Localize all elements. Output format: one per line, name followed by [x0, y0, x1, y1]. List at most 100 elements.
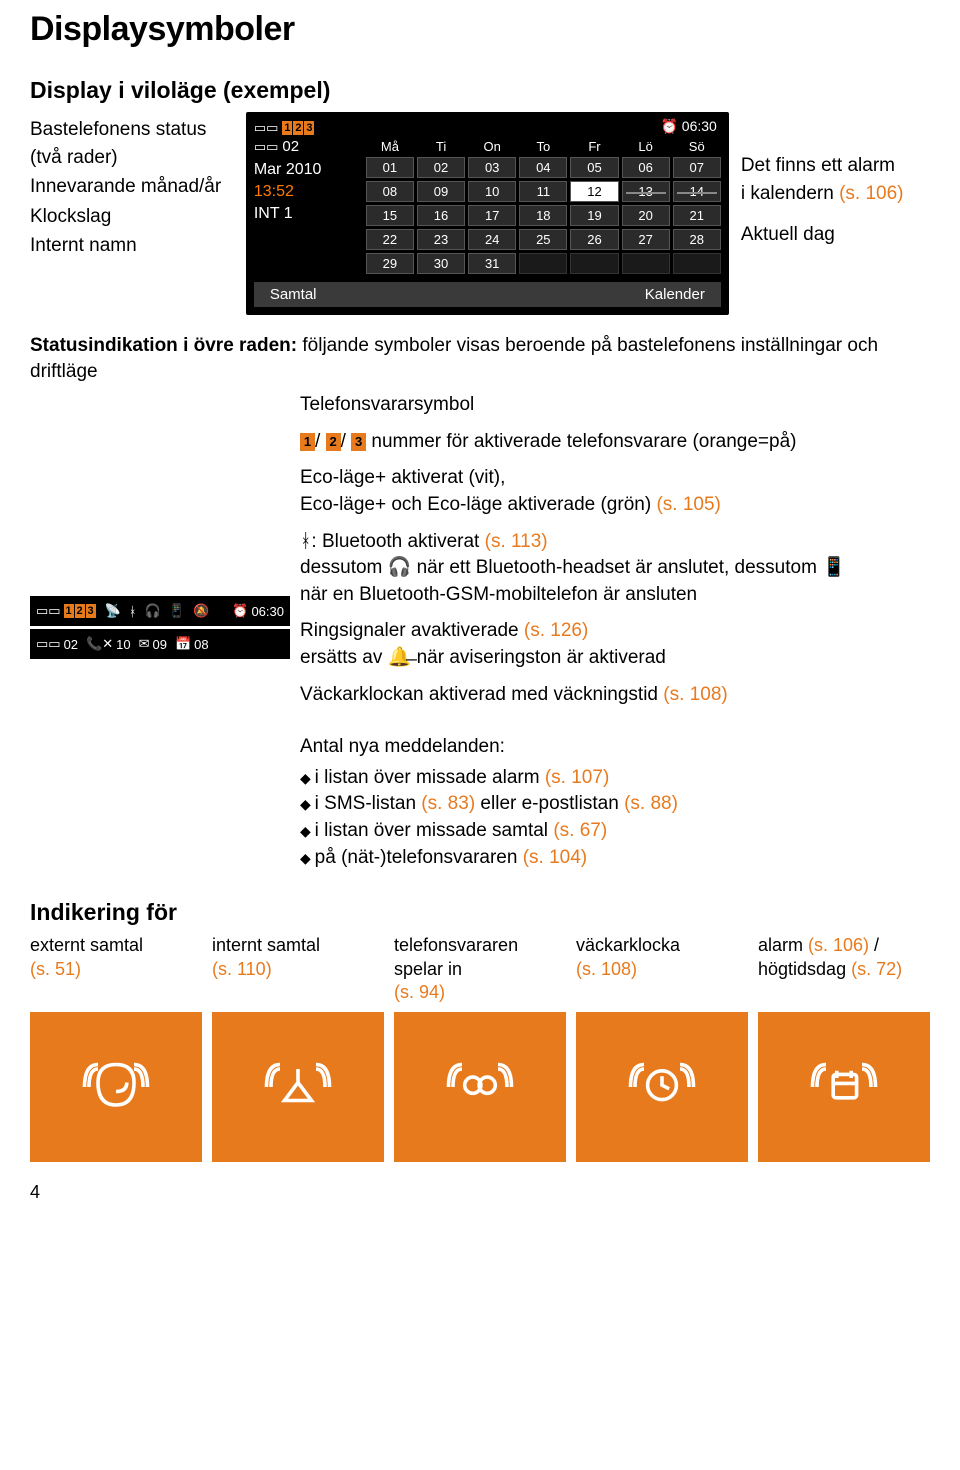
bottom-label: internt samtal(s. 110)	[212, 934, 384, 1004]
calendar-cell: 01	[366, 157, 414, 178]
status-bar-1: ▭▭123 📡 ᚼ 🎧 📱 🔕 ⏰ 06:30	[30, 596, 290, 626]
voicemail-icon: ▭▭	[254, 139, 279, 155]
calendar-cell: 06	[622, 157, 670, 178]
indicator-block	[30, 1012, 202, 1162]
calendar-day-header: On	[468, 139, 516, 154]
bottom-block-row	[30, 1012, 930, 1162]
calendar-cell	[622, 253, 670, 274]
softkey-left[interactable]: Samtal	[270, 286, 317, 303]
voicemail-slots: 123	[282, 121, 315, 135]
indicator-block	[758, 1012, 930, 1162]
label-base-status: Bastelefonens status (två rader)	[30, 116, 242, 171]
phone-link-icon: 📱	[169, 603, 185, 619]
desc-voicemail-symbol: Telefonsvararsymbol	[300, 392, 930, 419]
bottom-heading: Indikering för	[30, 899, 930, 926]
display-mock: ▭▭ 123 ▭▭ 02 Mar 2010 13:52 INT 1 ⏰ 06:3…	[246, 112, 729, 315]
voicemail-icon: ▭▭	[36, 603, 61, 619]
status-bar-examples: ▭▭123 📡 ᚼ 🎧 📱 🔕 ⏰ 06:30 ▭▭02 📞✕ 10 ✉ 09 …	[30, 392, 290, 662]
calendar-cell: 23	[417, 229, 465, 250]
calendar-cell: 25	[519, 229, 567, 250]
calendar-icon: 📅 08	[175, 636, 209, 652]
calendar-cell: 19	[570, 205, 618, 226]
calendar-cell: 10	[468, 181, 516, 202]
calendar-cell: 09	[417, 181, 465, 202]
status-bar-2: ▭▭02 📞✕ 10 ✉ 09 📅 08	[30, 629, 290, 659]
page-title: Displaysymboler	[30, 10, 930, 49]
calendar-day-header: Sö	[673, 139, 721, 154]
envelope-icon: ✉ 09	[139, 636, 167, 652]
indicator-block	[394, 1012, 566, 1162]
softkey-right[interactable]: Kalender	[645, 286, 705, 303]
softkey-row: Samtal Kalender	[254, 282, 721, 307]
desc-eco-mode: Eco-läge+ aktiverat (vit), Eco-läge+ och…	[300, 465, 930, 518]
calendar-cell: 03	[468, 157, 516, 178]
bottom-label-row: externt samtal(s. 51)internt samtal(s. 1…	[30, 934, 930, 1004]
calendar-cell: 31	[468, 253, 516, 274]
voicemail-icon: ▭▭	[36, 636, 61, 652]
calendar-header: MåTiOnToFr LöSö	[366, 139, 721, 154]
beep-icon: 🔔̶	[388, 647, 412, 668]
calendar-cell: 12	[570, 181, 618, 202]
calendar-cell	[673, 253, 721, 274]
indicator-block	[576, 1012, 748, 1162]
indicator-block	[212, 1012, 384, 1162]
label-alarm-line2: i kalendern	[741, 183, 839, 204]
page-number: 4	[30, 1182, 930, 1203]
calendar-day-header: Lö	[622, 139, 670, 154]
calendar-cell: 11	[519, 181, 567, 202]
label-current-day: Aktuell dag	[741, 221, 930, 249]
calendar-cell: 18	[519, 205, 567, 226]
headset-icon: 🎧	[388, 557, 412, 578]
desc-ring-off: Ringsignaler avaktiverade (s. 126) ersät…	[300, 618, 930, 671]
calendar-day-header: Ti	[417, 139, 465, 154]
left-label-column: Bastelefonens status (två rader) Innevar…	[30, 112, 242, 262]
right-label-column: Det finns ett alarm i kalendern (s. 106)…	[733, 112, 930, 249]
label-month-year: Innevarande månad/år	[30, 173, 242, 201]
eco-icon: 📡	[105, 603, 121, 619]
calendar-cell: 14	[673, 181, 721, 202]
voicemail-count: 02	[282, 138, 299, 155]
calendar-cell: 07	[673, 157, 721, 178]
calendar-cell: 21	[673, 205, 721, 226]
calendar-cell: 20	[622, 205, 670, 226]
display-int-name: INT 1	[254, 205, 366, 223]
missed-call-icon: 📞✕ 10	[86, 636, 131, 652]
bottom-label: telefonsvararen spelar in (s. 94)	[394, 934, 566, 1004]
calendar-cell: 13	[622, 181, 670, 202]
label-alarm-line1: Det finns ett alarm	[741, 155, 895, 176]
bottom-label: externt samtal(s. 51)	[30, 934, 202, 1004]
display-left-col: ▭▭ 123 ▭▭ 02 Mar 2010 13:52 INT 1	[254, 118, 366, 274]
calendar-cell: 04	[519, 157, 567, 178]
bell-off-icon: 🔕	[193, 603, 209, 619]
label-clock: Klockslag	[30, 203, 242, 231]
desc-alarm-clock: Väckarklockan aktiverad med väckningstid…	[300, 682, 930, 709]
display-clock: 13:52	[254, 183, 366, 201]
calendar-cell: 08	[366, 181, 414, 202]
calendar-day-header: Fr	[570, 139, 618, 154]
display-alarm-time: ⏰ 06:30	[366, 118, 721, 135]
bluetooth-icon: ᚼ	[129, 604, 137, 619]
phone-link-icon: 📱	[822, 557, 846, 578]
calendar-cell: 15	[366, 205, 414, 226]
calendar-cell: 27	[622, 229, 670, 250]
alarm-clock-icon: ⏰ 06:30	[232, 603, 284, 619]
bottom-label: alarm (s. 106) / högtidsdag (s. 72)	[758, 934, 930, 1004]
calendar-day-header: To	[519, 139, 567, 154]
calendar-cell: 28	[673, 229, 721, 250]
calendar-day-header: Må	[366, 139, 414, 154]
desc-voicemail-numbers: 1/ 2/ 3 nummer för aktiverade telefonsva…	[300, 429, 930, 456]
calendar-cell: 17	[468, 205, 516, 226]
calendar-cell: 30	[417, 253, 465, 274]
desc-bluetooth: ᚼ: Bluetooth aktiverat (s. 113) dessutom…	[300, 529, 930, 609]
calendar-cell: 02	[417, 157, 465, 178]
calendar-cell: 29	[366, 253, 414, 274]
status-intro: Statusindikation i övre raden: följande …	[30, 333, 930, 384]
calendar-cell: 22	[366, 229, 414, 250]
display-month: Mar 2010	[254, 161, 366, 179]
calendar-cell: 26	[570, 229, 618, 250]
bottom-label: väckarklocka(s. 108)	[576, 934, 748, 1004]
calendar-cell: 16	[417, 205, 465, 226]
ref-page-106: (s. 106)	[839, 183, 903, 204]
calendar-cell: 05	[570, 157, 618, 178]
desc-new-messages: Antal nya meddelanden: i listan över mis…	[300, 734, 930, 871]
